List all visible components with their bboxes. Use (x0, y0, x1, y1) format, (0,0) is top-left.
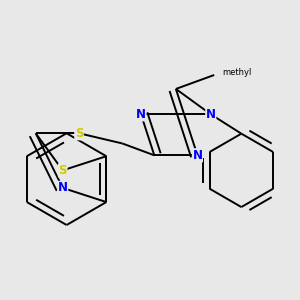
Text: methyl: methyl (222, 68, 251, 77)
Text: S: S (75, 127, 83, 140)
Text: N: N (192, 149, 203, 162)
Text: S: S (58, 164, 67, 177)
Text: N: N (136, 108, 146, 121)
Text: N: N (58, 182, 68, 194)
Text: N: N (206, 108, 216, 121)
